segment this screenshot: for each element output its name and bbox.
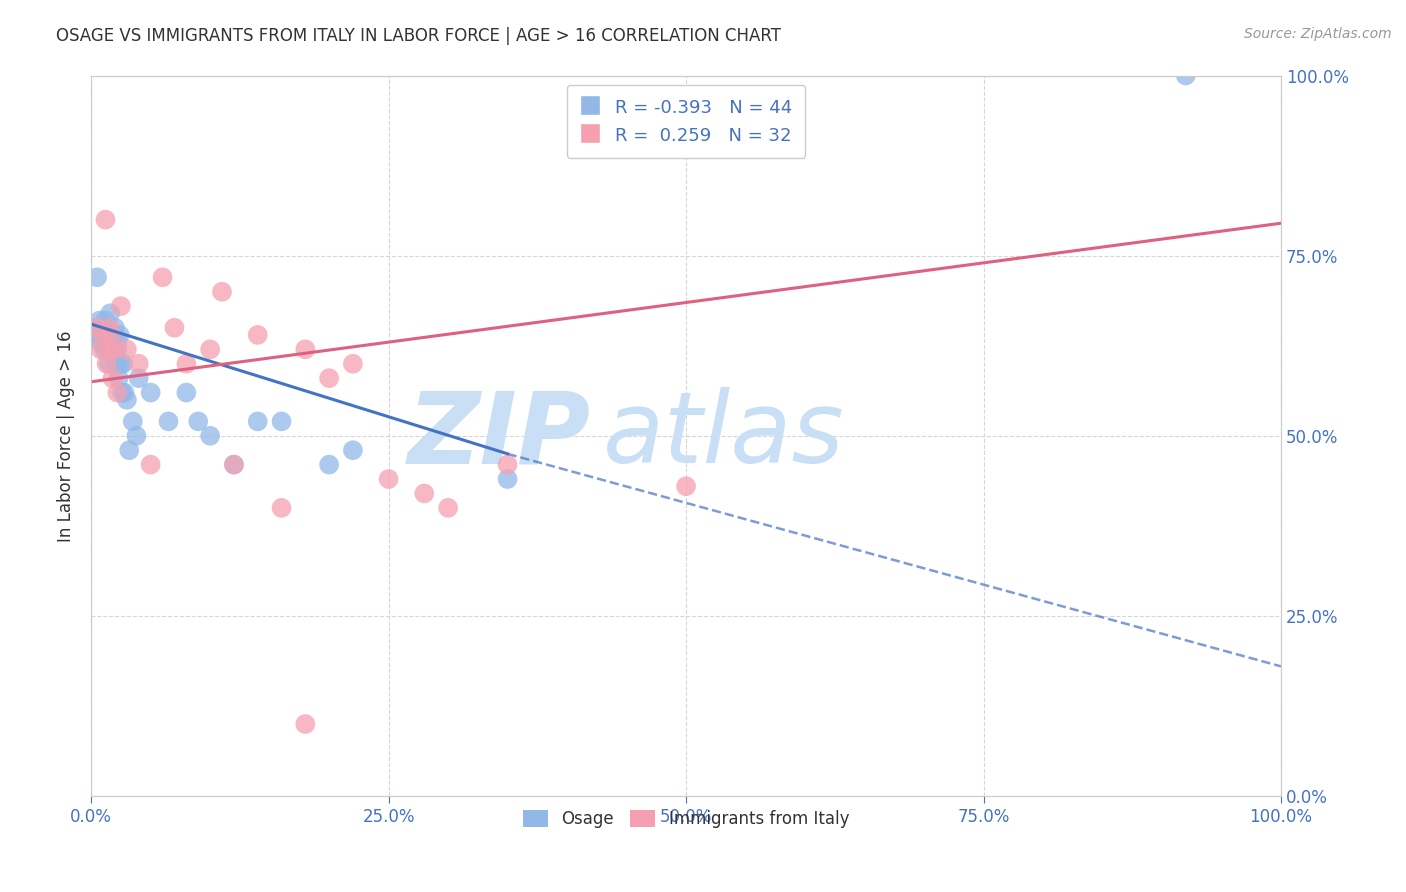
Point xyxy=(342,443,364,458)
Y-axis label: In Labor Force | Age > 16: In Labor Force | Age > 16 xyxy=(58,330,75,541)
Point xyxy=(100,335,122,350)
Point xyxy=(103,350,125,364)
Point xyxy=(187,414,209,428)
Point xyxy=(105,357,128,371)
Point xyxy=(128,357,150,371)
Point xyxy=(98,357,121,371)
Point xyxy=(98,320,121,334)
Point xyxy=(101,327,124,342)
Point xyxy=(675,479,697,493)
Point xyxy=(198,429,221,443)
Point xyxy=(437,500,460,515)
Point xyxy=(318,458,340,472)
Point xyxy=(87,327,110,342)
Point xyxy=(112,357,135,371)
Point xyxy=(496,458,519,472)
Point xyxy=(246,414,269,428)
Point xyxy=(270,414,292,428)
Point xyxy=(413,486,436,500)
Point xyxy=(107,371,129,385)
Point xyxy=(96,335,118,350)
Point xyxy=(114,385,136,400)
Point xyxy=(105,343,128,357)
Point xyxy=(90,335,112,350)
Point xyxy=(496,472,519,486)
Point xyxy=(294,717,316,731)
Point xyxy=(157,414,180,428)
Point xyxy=(222,458,245,472)
Point xyxy=(111,385,134,400)
Point xyxy=(121,414,143,428)
Point xyxy=(91,327,114,342)
Point xyxy=(100,327,122,342)
Point xyxy=(90,320,112,334)
Point xyxy=(125,429,148,443)
Point xyxy=(86,320,108,334)
Point xyxy=(98,343,121,357)
Point xyxy=(139,385,162,400)
Point xyxy=(108,327,131,342)
Point xyxy=(97,327,120,342)
Text: ZIP: ZIP xyxy=(408,387,591,484)
Point xyxy=(318,371,340,385)
Point xyxy=(98,306,121,320)
Point xyxy=(94,313,117,327)
Point xyxy=(89,313,111,327)
Point xyxy=(211,285,233,299)
Point xyxy=(110,357,132,371)
Point xyxy=(176,385,198,400)
Point xyxy=(294,343,316,357)
Point xyxy=(198,343,221,357)
Point xyxy=(115,343,138,357)
Point xyxy=(246,327,269,342)
Point xyxy=(163,320,186,334)
Text: OSAGE VS IMMIGRANTS FROM ITALY IN LABOR FORCE | AGE > 16 CORRELATION CHART: OSAGE VS IMMIGRANTS FROM ITALY IN LABOR … xyxy=(56,27,782,45)
Point xyxy=(128,371,150,385)
Point xyxy=(105,385,128,400)
Point xyxy=(110,299,132,313)
Legend: Osage, Immigrants from Italy: Osage, Immigrants from Italy xyxy=(516,803,856,835)
Point xyxy=(176,357,198,371)
Point xyxy=(152,270,174,285)
Point xyxy=(86,270,108,285)
Point xyxy=(1174,69,1197,83)
Text: Source: ZipAtlas.com: Source: ZipAtlas.com xyxy=(1244,27,1392,41)
Point xyxy=(94,212,117,227)
Point xyxy=(104,320,127,334)
Point xyxy=(101,371,124,385)
Point xyxy=(115,392,138,407)
Point xyxy=(93,343,115,357)
Point xyxy=(105,335,128,350)
Point xyxy=(139,458,162,472)
Point xyxy=(91,327,114,342)
Point xyxy=(377,472,399,486)
Point xyxy=(104,343,127,357)
Point xyxy=(270,500,292,515)
Point xyxy=(222,458,245,472)
Point xyxy=(83,320,105,334)
Text: atlas: atlas xyxy=(603,387,845,484)
Point xyxy=(118,443,141,458)
Point xyxy=(98,343,121,357)
Point xyxy=(96,357,118,371)
Point xyxy=(342,357,364,371)
Point xyxy=(90,343,112,357)
